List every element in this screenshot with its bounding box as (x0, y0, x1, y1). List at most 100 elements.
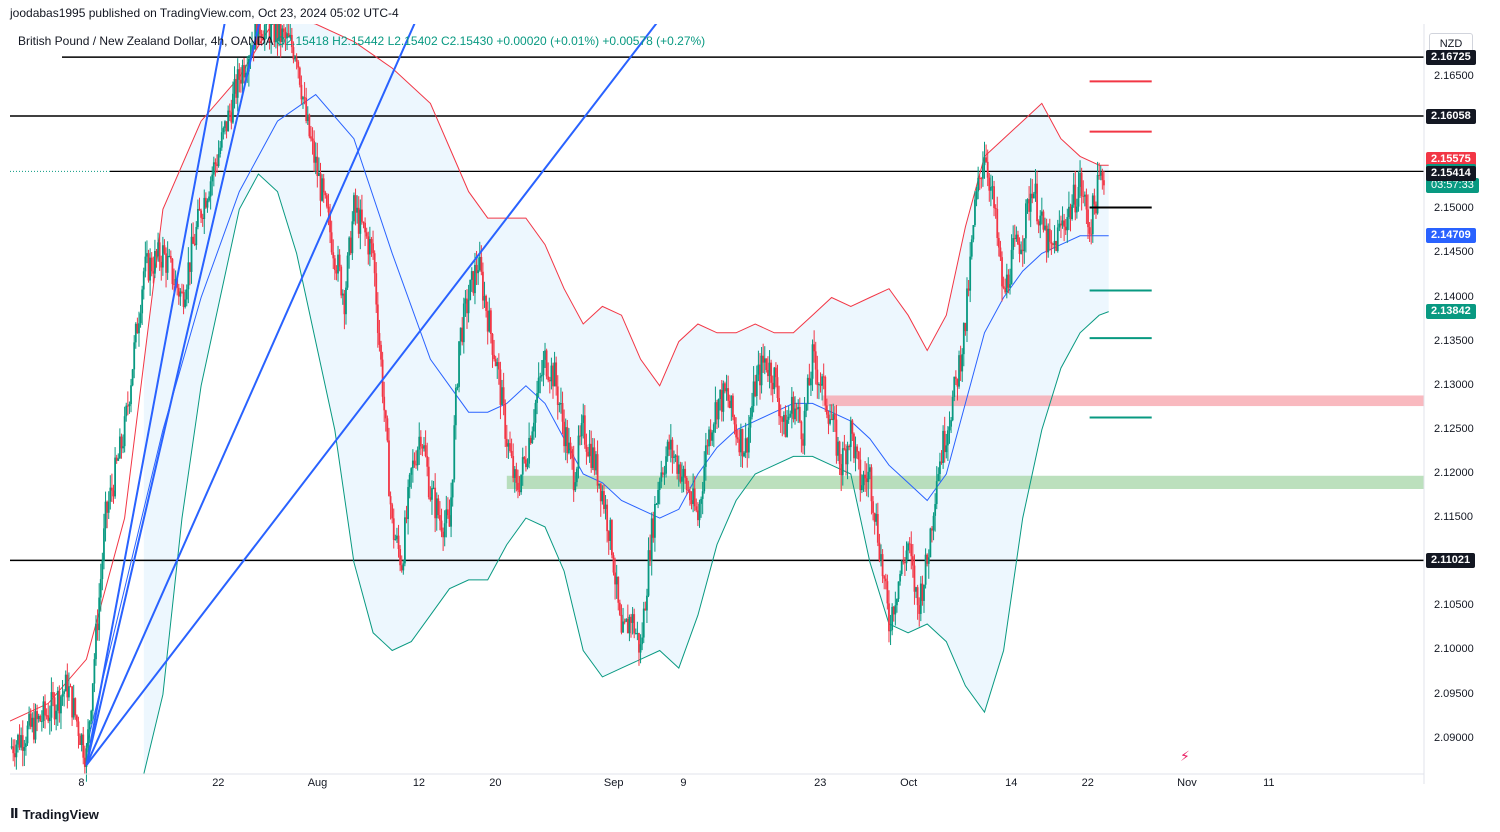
candle-body (357, 207, 360, 234)
fan-trend-line[interactable] (85, 24, 449, 766)
candle-body (200, 210, 202, 218)
candle-body (483, 295, 486, 301)
candle-body (265, 24, 268, 25)
candle-body (646, 595, 648, 611)
candle-body (1004, 287, 1007, 293)
candle-body (367, 236, 370, 255)
candle-body (402, 563, 405, 571)
candle-body (540, 375, 543, 377)
candle-body (794, 408, 796, 420)
candle-body (1012, 238, 1015, 250)
candle-body (316, 156, 319, 176)
price-axis-label: 2.15414 (1426, 165, 1476, 181)
candle-body (825, 405, 828, 415)
targets-layer[interactable] (1089, 80, 1152, 419)
fan-trend-line[interactable] (85, 24, 277, 766)
candle-body (439, 515, 441, 521)
candle-body (813, 344, 816, 352)
candle-body (644, 608, 647, 611)
candle-body (185, 289, 188, 300)
candle-body (1042, 211, 1045, 230)
candle-body (959, 355, 962, 372)
candle-body (929, 528, 932, 558)
candle-body (415, 464, 417, 466)
candle-body (915, 587, 917, 592)
candle-body (966, 288, 968, 332)
candle-body (418, 436, 421, 450)
candle-body (790, 396, 793, 414)
candle-body (582, 415, 585, 423)
candle-body (318, 172, 320, 176)
candle-body (601, 491, 604, 502)
candle-body (861, 485, 863, 491)
candle-body (1010, 249, 1013, 285)
candle-body (763, 358, 766, 363)
candle-body (486, 310, 489, 332)
candle-body (1013, 238, 1016, 240)
support-zone[interactable] (506, 475, 1425, 489)
candle-body (1066, 217, 1069, 231)
candle-body (824, 376, 827, 406)
candle-body (161, 245, 164, 268)
candle-body (201, 217, 204, 220)
candle-body (798, 406, 801, 422)
tradingview-brand[interactable]: Ⅱ TradingView (10, 806, 99, 822)
candle-body (575, 468, 578, 483)
candle-body (408, 474, 411, 488)
candle-body (537, 377, 540, 394)
candle-body (426, 455, 429, 467)
resistance-zone[interactable] (822, 395, 1424, 407)
candle-body (513, 469, 516, 478)
candle-body (25, 743, 27, 748)
candle-body (241, 65, 244, 84)
candle-body (212, 162, 215, 175)
candle-body (797, 406, 800, 410)
candle-body (916, 587, 919, 606)
candle-body (138, 323, 140, 334)
candle-body (681, 476, 683, 482)
fan-trend-line[interactable] (85, 24, 239, 766)
candle-body (739, 429, 742, 453)
candle-body (275, 24, 277, 43)
candle-body (878, 542, 881, 561)
candle-body (90, 710, 93, 722)
candle-body (302, 97, 304, 100)
candle-body (674, 455, 677, 457)
candle-body (560, 403, 562, 405)
candle-body (926, 554, 929, 564)
candle-body (843, 448, 846, 450)
candle-body (953, 376, 956, 398)
price-axis-label: 2.15575 (1426, 151, 1476, 167)
candle-body (1056, 227, 1059, 251)
lower-band-line (143, 173, 1109, 775)
candle-body (1088, 227, 1091, 234)
candle-body (615, 576, 618, 585)
candle-body (472, 271, 475, 294)
candle-body (83, 757, 86, 767)
candle-body (466, 298, 468, 314)
candle-body (829, 419, 831, 424)
candle-body (1034, 183, 1037, 194)
fan-trend-line[interactable] (85, 24, 717, 766)
candle-body (1053, 240, 1056, 246)
candle-body (948, 426, 951, 431)
candle-body (1009, 284, 1011, 288)
event-lightning-icon[interactable]: ⚡ (1180, 748, 1190, 764)
candle-body (614, 572, 616, 585)
candle-body (435, 498, 438, 519)
candle-body (99, 579, 102, 598)
candle-body (962, 323, 965, 355)
candle-body (564, 427, 567, 447)
candlestick-chart[interactable] (10, 24, 1496, 804)
candle-body (125, 405, 128, 417)
candle-body (117, 458, 120, 461)
candle-body (528, 437, 531, 464)
candle-body (684, 468, 687, 479)
candle-body (292, 47, 295, 60)
candle-body (577, 435, 580, 469)
fan-layer[interactable] (85, 24, 717, 766)
candle-body (835, 419, 838, 456)
candle-body (68, 686, 70, 698)
candle-body (853, 433, 855, 459)
candle-body (1069, 206, 1072, 219)
